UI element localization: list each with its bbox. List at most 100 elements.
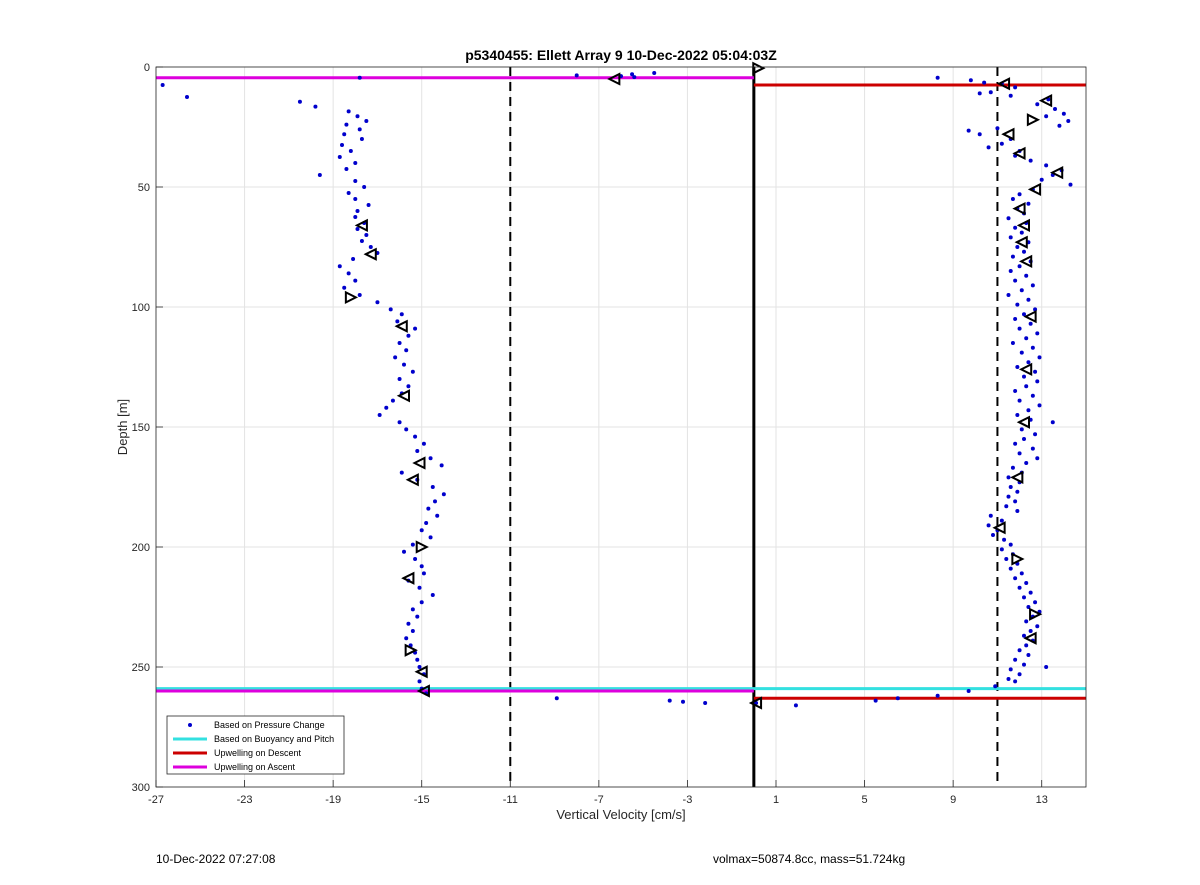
pressure-change-point <box>935 693 940 698</box>
x-tick-label: 13 <box>1036 794 1048 806</box>
pressure-change-point <box>435 513 440 518</box>
pressure-change-point <box>1006 475 1011 480</box>
pressure-change-point <box>340 143 344 147</box>
pressure-change-point <box>1035 379 1040 384</box>
pressure-change-point <box>1030 446 1035 451</box>
reference-lines <box>509 67 999 787</box>
pressure-change-point <box>417 585 422 590</box>
triangle-marker <box>396 389 410 403</box>
pressure-change-point <box>1026 297 1031 302</box>
pressure-change-point <box>1008 485 1013 489</box>
pressure-change-point <box>426 506 431 511</box>
pressure-change-point <box>1008 93 1013 98</box>
pressure-change-point <box>406 384 411 389</box>
pressure-change-point <box>1017 648 1022 653</box>
triangle-marker <box>1026 113 1041 127</box>
pressure-change-point <box>421 441 426 446</box>
triangle-marker <box>1001 127 1015 141</box>
chart-title: p5340455: Ellett Array 9 10-Dec-2022 05:… <box>465 47 777 63</box>
y-tick-label: 150 <box>132 422 150 434</box>
pressure-change-point <box>1019 288 1024 293</box>
triangle-marker <box>1023 309 1037 324</box>
triangle-marker <box>404 643 418 657</box>
pressure-change-point <box>366 203 371 207</box>
footer-timestamp: 10-Dec-2022 07:27:08 <box>156 852 276 866</box>
pressure-change-point <box>351 257 356 261</box>
pressure-change-point <box>346 271 351 276</box>
pressure-change-point <box>1008 542 1013 547</box>
pressure-change-point <box>355 227 360 231</box>
pressure-change-point <box>1035 331 1040 336</box>
x-tick-label: 9 <box>950 794 956 806</box>
pressure-change-point <box>1019 350 1024 355</box>
pressure-change-point <box>1030 393 1035 398</box>
pressure-change-point <box>402 549 406 554</box>
pressure-change-point <box>681 699 685 704</box>
pressure-change-point <box>415 449 420 453</box>
triangle-marker <box>1011 552 1025 566</box>
pressure-change-point <box>160 83 165 87</box>
pressure-change-point <box>1015 302 1020 307</box>
pressure-change-point <box>433 499 437 504</box>
triangle-marker <box>1029 607 1043 621</box>
pressure-change-point <box>1015 365 1020 369</box>
pressure-change-point <box>1017 264 1022 269</box>
triangle-marker <box>1016 415 1030 429</box>
triangle-marker <box>1018 254 1033 269</box>
triangle-marker <box>415 540 429 554</box>
upwelling-lines <box>156 76 1086 700</box>
pressure-change-point <box>1024 461 1029 465</box>
pressure-change-point <box>393 355 398 360</box>
pressure-change-point <box>1010 254 1015 259</box>
triangle-marker <box>412 456 426 470</box>
triangle-marker <box>354 218 368 233</box>
pressure-change-point <box>375 300 380 305</box>
pressure-change-point <box>410 607 415 612</box>
legend-label: Based on Pressure Change <box>214 720 325 730</box>
pressure-change-point <box>415 614 420 619</box>
pressure-change-point <box>991 533 995 537</box>
triangle-marker <box>1012 201 1026 216</box>
pressure-change-point <box>1057 123 1062 128</box>
pressure-change-point <box>413 326 418 331</box>
pressure-change-point <box>986 145 991 150</box>
triangle-marker <box>748 696 763 710</box>
pressure-change-point <box>966 128 971 133</box>
triangle-marker <box>414 665 428 679</box>
legend-label: Upwelling on Ascent <box>214 762 296 772</box>
triangle-marker <box>1016 218 1030 233</box>
pressure-change-point <box>1008 566 1013 571</box>
x-tick-label: -27 <box>148 794 164 806</box>
pressure-change-point <box>317 173 322 177</box>
pressure-change-point <box>337 155 342 159</box>
pressure-change-point <box>357 75 362 80</box>
pressure-change-point <box>966 689 971 693</box>
pressure-change-point <box>355 209 360 213</box>
pressure-change-point <box>1044 665 1049 669</box>
pressure-change-point <box>1013 441 1018 446</box>
pressure-change-point <box>1019 571 1024 576</box>
y-tick-label: 50 <box>138 182 150 194</box>
pressure-change-point <box>1010 465 1015 470</box>
y-tick-label: 300 <box>132 782 150 794</box>
x-tick-label: 1 <box>773 794 779 806</box>
pressure-change-point <box>1033 369 1038 374</box>
pressure-change-point <box>388 307 393 312</box>
pressure-change-point <box>999 547 1004 552</box>
pressure-change-point <box>1053 107 1057 111</box>
pressure-change-point <box>402 362 406 367</box>
pressure-change-point <box>185 95 189 99</box>
pressure-change-point <box>1013 389 1018 393</box>
pressure-change-point <box>1015 245 1020 249</box>
pressure-change-point <box>1013 225 1018 230</box>
pressure-change-point <box>397 341 402 345</box>
y-axis-label: Depth [m] <box>115 399 130 455</box>
triangle-marker <box>405 473 419 487</box>
pressure-change-point <box>1017 585 1022 590</box>
grid <box>155 66 1086 788</box>
x-tick-label: -15 <box>414 794 430 806</box>
pressure-change-point <box>652 71 657 75</box>
pressure-change-point <box>1015 489 1020 494</box>
triangle-marker <box>996 77 1011 91</box>
pressure-change-point <box>1022 595 1026 600</box>
